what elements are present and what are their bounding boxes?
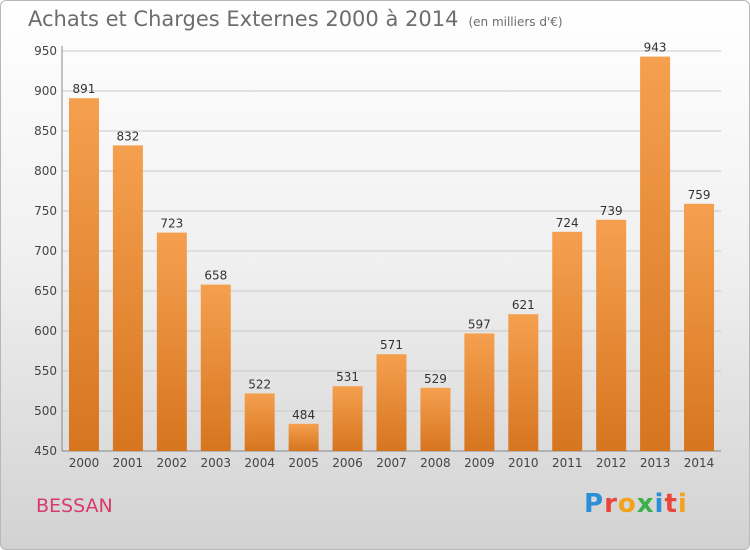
data-label: 943 bbox=[644, 41, 667, 55]
data-label: 522 bbox=[248, 377, 271, 391]
bar bbox=[420, 387, 451, 451]
x-tick-label: 2010 bbox=[508, 456, 539, 470]
y-tick-label: 450 bbox=[34, 444, 57, 458]
bar bbox=[332, 386, 363, 451]
x-tick-label: 2003 bbox=[200, 456, 231, 470]
bar bbox=[640, 56, 671, 451]
data-label: 723 bbox=[160, 217, 183, 231]
y-tick-label: 750 bbox=[34, 204, 57, 218]
x-tick-label: 2009 bbox=[464, 456, 495, 470]
y-tick-label: 650 bbox=[34, 284, 57, 298]
data-label: 484 bbox=[292, 408, 315, 422]
x-tick-label: 2005 bbox=[288, 456, 319, 470]
commune-name: BESSAN bbox=[36, 495, 113, 517]
y-tick-label: 550 bbox=[34, 364, 57, 378]
y-tick-label: 700 bbox=[34, 244, 57, 258]
bar bbox=[288, 423, 319, 451]
data-label: 658 bbox=[204, 269, 227, 283]
data-label: 621 bbox=[512, 298, 535, 312]
bar bbox=[376, 354, 407, 451]
data-label: 529 bbox=[424, 372, 447, 386]
bar bbox=[464, 333, 495, 451]
x-tick-label: 2001 bbox=[113, 456, 144, 470]
x-tick-label: 2007 bbox=[376, 456, 407, 470]
x-tick-label: 2011 bbox=[552, 456, 583, 470]
x-tick-label: 2014 bbox=[684, 456, 715, 470]
data-label: 739 bbox=[600, 204, 623, 218]
bar bbox=[200, 284, 231, 451]
bar bbox=[112, 145, 143, 451]
y-tick-label: 800 bbox=[34, 164, 57, 178]
data-label: 891 bbox=[73, 82, 96, 96]
y-tick-label: 600 bbox=[34, 324, 57, 338]
bar bbox=[552, 231, 583, 451]
data-label: 832 bbox=[116, 129, 139, 143]
title-unit: (en milliers d'€) bbox=[468, 15, 563, 29]
bar bbox=[596, 219, 627, 451]
y-tick-label: 900 bbox=[34, 84, 57, 98]
bar bbox=[156, 232, 187, 451]
data-label: 759 bbox=[688, 188, 711, 202]
x-tick-label: 2006 bbox=[332, 456, 363, 470]
bar bbox=[244, 393, 275, 451]
y-tick-label: 500 bbox=[34, 404, 57, 418]
bar bbox=[508, 314, 539, 451]
title-text: Achats et Charges Externes 2000 à 2014 bbox=[28, 7, 459, 31]
y-tick-label: 950 bbox=[34, 44, 57, 58]
bar bbox=[684, 203, 715, 451]
data-label: 724 bbox=[556, 216, 579, 230]
x-tick-label: 2000 bbox=[69, 456, 100, 470]
data-label: 531 bbox=[336, 370, 359, 384]
x-tick-label: 2013 bbox=[640, 456, 671, 470]
x-tick-label: 2004 bbox=[244, 456, 275, 470]
x-tick-label: 2002 bbox=[157, 456, 188, 470]
proxiti-logo: Proxiti bbox=[584, 489, 688, 519]
x-tick-label: 2012 bbox=[596, 456, 627, 470]
chart-title: Achats et Charges Externes 2000 à 2014 (e… bbox=[28, 7, 563, 31]
x-tick-label: 2008 bbox=[420, 456, 451, 470]
data-label: 571 bbox=[380, 338, 403, 352]
y-tick-label: 850 bbox=[34, 124, 57, 138]
data-label: 597 bbox=[468, 317, 491, 331]
bar bbox=[68, 98, 99, 451]
